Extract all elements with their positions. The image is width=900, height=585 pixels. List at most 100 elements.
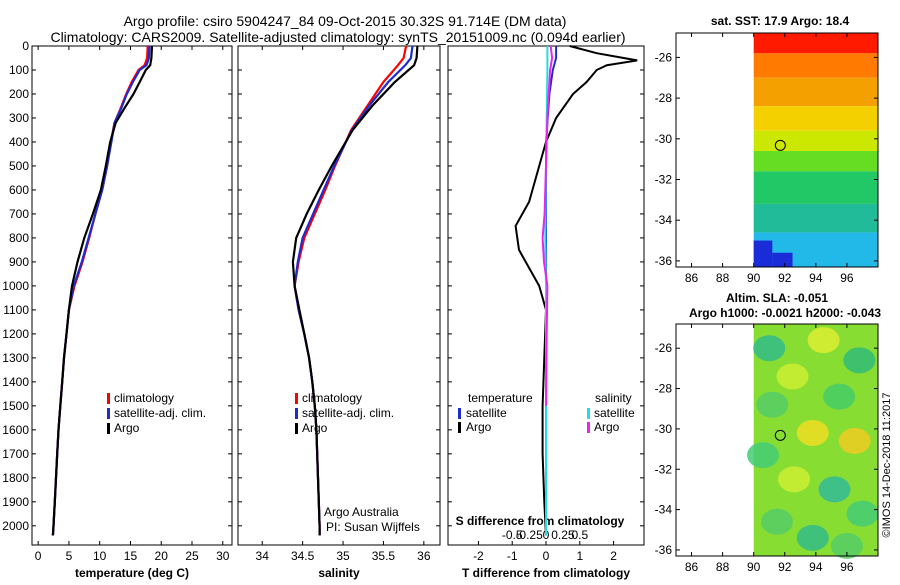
- x-tick-label: 88: [716, 271, 730, 285]
- y-tick-label: 1700: [2, 447, 29, 461]
- plot-frame: [237, 45, 441, 546]
- x-tick-label: -1: [507, 549, 518, 563]
- sst-band: [753, 53, 878, 78]
- legend-label: climatology: [302, 391, 362, 405]
- y-tick-label: -34: [655, 503, 673, 517]
- profile-location-marker: [774, 429, 786, 441]
- x-tick-label: 0: [35, 549, 42, 563]
- series-climatology: [293, 45, 408, 536]
- y-tick-label: 1900: [2, 495, 29, 509]
- x-tick-label: 92: [778, 560, 792, 574]
- x-tick-label: 96: [840, 560, 854, 574]
- title-line2: Climatology: CARS2009. Satellite-adjuste…: [50, 29, 625, 45]
- top-tick-label: -0.5: [502, 528, 523, 542]
- x-tick-label: 34: [256, 549, 270, 563]
- y-tick-label: 1500: [2, 399, 29, 413]
- legend-label: Argo: [114, 421, 140, 435]
- title-line1: Argo profile: csiro 5904247_84 09-Oct-20…: [124, 13, 567, 29]
- y-tick-label: 700: [9, 207, 29, 221]
- sst-band: [753, 171, 878, 204]
- x-tick-label: -2: [473, 549, 484, 563]
- sla-map-subtitle: Argo h1000: -0.0021 h2000: -0.043: [689, 306, 881, 320]
- series-salinity-argo: [541, 45, 554, 406]
- legend-label: satellite-adj. clim.: [302, 406, 394, 420]
- legend-swatch: [295, 423, 298, 434]
- temperature-panel: 0100200300400500600700800900100011001200…: [2, 39, 233, 580]
- x-tick-label: 1: [576, 549, 583, 563]
- x-tick-label: 10: [93, 549, 107, 563]
- x-tick-label: 94: [809, 560, 823, 574]
- y-tick-label: 500: [9, 159, 29, 173]
- top-tick-label: -0.25: [515, 528, 543, 542]
- x-tick-label: 25: [185, 549, 199, 563]
- y-tick-label: 800: [9, 231, 29, 245]
- series-satellite-adj-clim-: [293, 45, 414, 536]
- plot-frame: [31, 45, 233, 546]
- top-tick-label: 0.25: [551, 528, 575, 542]
- y-tick-label: 1200: [2, 327, 29, 341]
- y-tick-label: -34: [655, 213, 673, 227]
- sst-cold-patch: [772, 252, 793, 267]
- map-frame: [675, 323, 879, 557]
- y-tick-label: 600: [9, 183, 29, 197]
- sla-anomaly: [830, 532, 863, 559]
- x-tick-label: 15: [124, 549, 138, 563]
- sla-anomaly: [796, 524, 829, 551]
- sla-map-title: Altim. SLA: -0.051: [726, 291, 828, 305]
- sla-anomaly: [756, 391, 789, 418]
- y-tick-label: -30: [655, 132, 673, 146]
- y-tick-label: 200: [9, 87, 29, 101]
- sla-anomaly: [838, 428, 871, 455]
- legend-swatch: [458, 408, 461, 419]
- x-axis-label: temperature (deg C): [75, 566, 189, 580]
- sla-anomaly: [796, 419, 829, 446]
- sla-anomaly: [747, 442, 780, 469]
- series-argo: [291, 45, 419, 536]
- x-tick-label: 88: [716, 560, 730, 574]
- y-tick-label: 400: [9, 135, 29, 149]
- x-tick-label: 90: [747, 271, 761, 285]
- y-tick-label: 1000: [2, 279, 29, 293]
- x-tick-label: 5: [66, 549, 73, 563]
- legend-label: Argo: [466, 420, 492, 434]
- y-tick-label: -36: [655, 254, 673, 268]
- legend-label: climatology: [114, 391, 174, 405]
- map-frame: [675, 32, 879, 268]
- y-tick-label: -28: [655, 382, 673, 396]
- x-tick-label: 86: [685, 560, 699, 574]
- difference-panel: -2 -1 0 1 2-0.5-0.25 0 0.250.5S difference fro…: [447, 45, 645, 580]
- sla-map-panel: 86 88 90 92 94 96 -26 -28 -30 -32 -34 -36 Altim. SLA…: [655, 291, 882, 574]
- series-climatology: [51, 45, 149, 536]
- profile-location-marker: [774, 139, 786, 151]
- legend-label: Argo: [594, 420, 620, 434]
- legend-swatch: [107, 423, 110, 434]
- y-tick-label: -26: [655, 50, 673, 64]
- sla-anomaly: [846, 500, 879, 527]
- legend-swatch: [295, 408, 298, 419]
- credit-pi: PI: Susan Wijffels: [326, 520, 420, 534]
- y-tick-label: 1800: [2, 471, 29, 485]
- x-tick-label: 90: [747, 560, 761, 574]
- legend-label: satellite-adj. clim.: [114, 406, 206, 420]
- sla-anomaly: [823, 383, 856, 410]
- sst-cold-patch: [753, 240, 773, 267]
- legend-label: satellite: [466, 406, 507, 420]
- sla-anomaly: [807, 327, 840, 354]
- x-tick-label: 35: [336, 549, 350, 563]
- sst-band: [753, 151, 878, 172]
- sla-anomaly: [778, 466, 811, 493]
- sst-band: [753, 77, 878, 107]
- x-tick-label: 96: [840, 271, 854, 285]
- sst-band: [753, 203, 878, 233]
- sla-anomaly: [761, 508, 793, 535]
- y-tick-label: 1600: [2, 423, 29, 437]
- legend-swatch: [107, 393, 110, 404]
- top-axis-label: S difference from climatology: [456, 514, 625, 528]
- legend-swatch: [458, 422, 461, 433]
- x-tick-label: 35.5: [372, 549, 396, 563]
- y-tick-label: 0: [22, 39, 29, 53]
- y-tick-label: -28: [655, 91, 673, 105]
- x-tick-label: 86: [685, 271, 699, 285]
- x-tick-label: 34.5: [291, 549, 315, 563]
